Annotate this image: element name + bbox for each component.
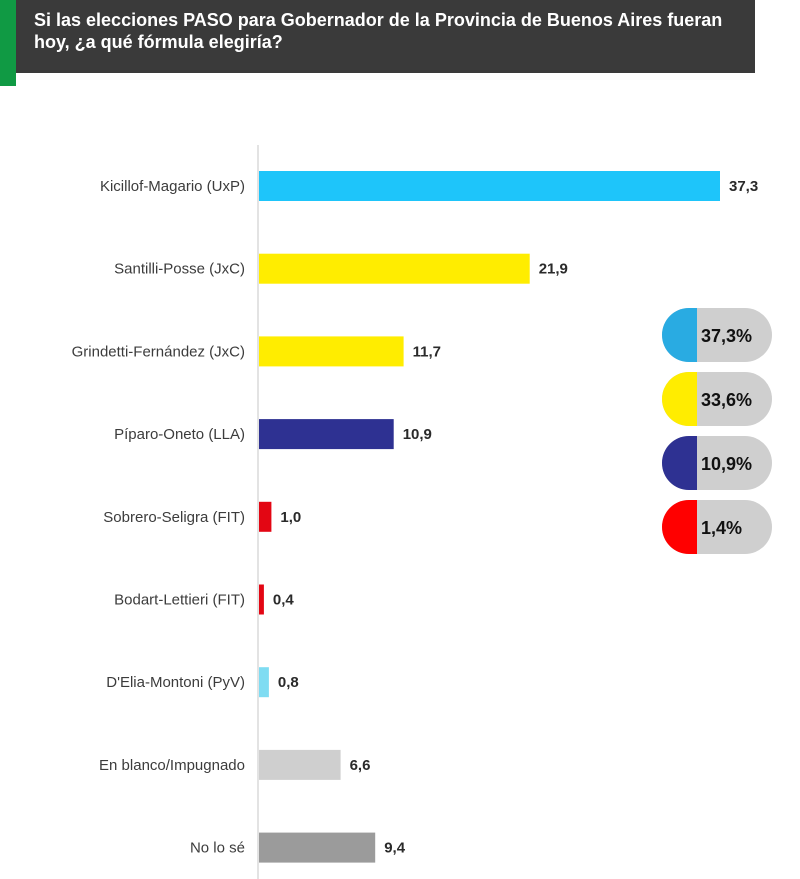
pill-value-label: 1,4%	[701, 518, 742, 538]
pill-color-cap	[662, 372, 697, 426]
category-label: Sobrero-Seligra (FIT)	[103, 509, 245, 526]
summary-pill: 1,4%	[662, 500, 772, 554]
summary-pill: 33,6%	[662, 372, 772, 426]
chart-header: Si las elecciones PASO para Gobernador d…	[16, 0, 755, 73]
value-label: 0,8	[278, 674, 299, 691]
bar	[259, 749, 341, 780]
category-label: Píparo-Oneto (LLA)	[114, 426, 245, 443]
category-label: Santilli-Posse (JxC)	[114, 261, 245, 278]
chart-title: Si las elecciones PASO para Gobernador d…	[34, 10, 723, 52]
value-label: 10,9	[403, 426, 432, 443]
value-label: 21,9	[539, 261, 568, 278]
accent-strip	[0, 0, 16, 86]
category-label: En blanco/Impugnado	[99, 757, 245, 774]
category-label: Bodart-Lettieri (FIT)	[114, 592, 245, 609]
pill-value-label: 37,3%	[701, 326, 752, 346]
bar	[259, 253, 530, 284]
pill-color-cap	[662, 436, 697, 490]
value-label: 0,4	[273, 592, 295, 609]
bar	[259, 419, 394, 450]
value-label: 37,3	[729, 178, 758, 195]
value-label: 9,4	[384, 840, 406, 857]
bar	[259, 832, 376, 863]
bar	[259, 667, 269, 698]
bar	[259, 501, 272, 532]
pill-value-label: 10,9%	[701, 454, 752, 474]
summary-pill: 10,9%	[662, 436, 772, 490]
category-label: Kicillof-Magario (UxP)	[100, 178, 245, 195]
pill-color-cap	[662, 308, 697, 362]
category-label: D'Elia-Montoni (PyV)	[106, 674, 245, 691]
bar	[259, 171, 720, 201]
value-label: 1,0	[280, 509, 301, 526]
bar	[259, 584, 264, 615]
summary-pill: 37,3%	[662, 308, 772, 362]
value-label: 11,7	[413, 343, 441, 360]
pill-color-cap	[662, 500, 697, 554]
value-label: 6,6	[350, 757, 371, 774]
pill-value-label: 33,6%	[701, 390, 752, 410]
bar	[259, 336, 404, 367]
category-label: Grindetti-Fernández (JxC)	[72, 343, 245, 360]
category-label: No lo sé	[190, 840, 245, 857]
